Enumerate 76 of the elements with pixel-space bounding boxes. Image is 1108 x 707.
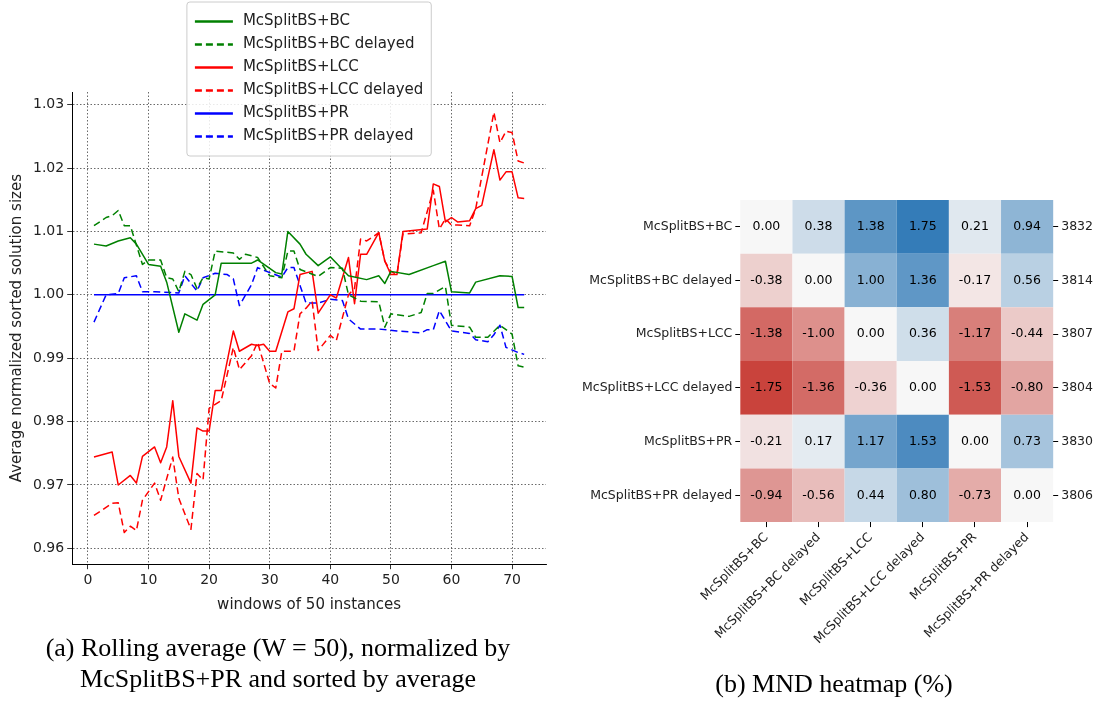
- y-tick-label: McSplitBS+BC delayed: [589, 271, 733, 287]
- data-label: 0.80: [908, 486, 937, 502]
- data-label: 1.53: [908, 432, 937, 448]
- data-label: -0.44: [1010, 325, 1044, 341]
- y2-tick-label: 3806: [1061, 486, 1094, 502]
- line-series: [93, 209, 525, 368]
- data-label: 1.36: [908, 271, 937, 287]
- y-tick-label: McSplitBS+LCC: [635, 325, 733, 341]
- y-tick-label: 0.98: [33, 412, 65, 429]
- data-label: 1.38: [856, 218, 885, 234]
- y-tick-label: 1.02: [33, 158, 65, 175]
- data-label: 0.94: [1013, 218, 1042, 234]
- data-label: -1.38: [750, 325, 783, 341]
- legend-label: McSplitBS+BC delayed: [242, 34, 415, 53]
- data-label: 0.00: [961, 432, 989, 448]
- y2-tick-label: 3807: [1061, 325, 1093, 341]
- data-label: 0.00: [804, 271, 833, 287]
- y-tick-label: 0.96: [33, 538, 65, 555]
- data-label: -1.36: [802, 379, 835, 395]
- y2-tick-label: 3830: [1061, 432, 1094, 448]
- x-tick-label: 40: [321, 571, 340, 588]
- data-label: -0.73: [958, 486, 992, 502]
- data-label: 1.00: [856, 271, 885, 287]
- data-label: -0.21: [750, 432, 783, 448]
- x-tick-label: 10: [139, 571, 158, 588]
- x-tick-label: 30: [260, 571, 279, 588]
- data-label: 0.38: [804, 218, 833, 234]
- y-tick-label: McSplitBS+BC: [643, 218, 733, 234]
- x-tick-label: 0: [83, 571, 93, 588]
- y2-tick-label: 3814: [1061, 271, 1094, 287]
- data-label: -0.17: [958, 271, 992, 287]
- data-label: 0.56: [1013, 271, 1042, 287]
- legend-label: McSplitBS+PR delayed: [242, 126, 414, 145]
- x-axis-title: windows of 50 instances: [217, 594, 402, 613]
- x-tick-label: 60: [442, 571, 461, 588]
- data-label: 0.00: [908, 379, 937, 395]
- data-label: 0.17: [804, 432, 833, 448]
- data-label: 0.21: [961, 218, 989, 234]
- y-tick-label: McSplitBS+PR delayed: [590, 486, 733, 502]
- data-label: 0.00: [856, 325, 885, 341]
- legend-label: McSplitBS+BC: [242, 11, 350, 30]
- data-label: 0.73: [1013, 432, 1042, 448]
- data-label: -0.56: [802, 486, 835, 502]
- y-tick-label: 0.99: [33, 348, 65, 365]
- legend-label: McSplitBS+LCC delayed: [242, 80, 424, 99]
- y-tick-label: 0.97: [33, 475, 65, 492]
- data-label: 0.00: [1013, 486, 1042, 502]
- data-label: -1.53: [958, 379, 992, 395]
- legend-label: McSplitBS+PR: [242, 103, 349, 122]
- y-tick-label: McSplitBS+PR: [643, 432, 733, 448]
- x-tick-label: 20: [200, 571, 219, 588]
- data-label: -1.00: [802, 325, 835, 341]
- y-tick-label: McSplitBS+LCC delayed: [582, 379, 733, 395]
- y-axis-title: Average normalized sorted solution sizes: [6, 173, 25, 483]
- data-label: 1.17: [856, 432, 885, 448]
- x-tick-label: 70: [503, 571, 521, 588]
- x-tick-label: 50: [381, 571, 400, 588]
- y-tick-label: 1.00: [33, 285, 65, 302]
- y-tick-label: 1.01: [33, 222, 65, 239]
- y2-tick-label: 3804: [1061, 379, 1094, 395]
- legend-label: McSplitBS+LCC: [242, 57, 359, 76]
- data-label: 1.75: [908, 218, 937, 234]
- data-label: 0.00: [752, 218, 781, 234]
- data-label: -0.94: [750, 486, 783, 502]
- text: (b) MND heatmap (%): [714, 668, 954, 699]
- y-tick-label: 1.03: [33, 95, 65, 112]
- data-label: -0.80: [1010, 379, 1044, 395]
- data-label: 0.36: [908, 325, 937, 341]
- y2-tick-label: 3832: [1061, 218, 1093, 234]
- data-label: -1.75: [750, 379, 783, 395]
- line-series: [93, 266, 525, 356]
- data-label: -0.38: [750, 271, 783, 287]
- text: (a) Rolling average (W = 50), normalized by McSplitBS+PR and sorted by average: [44, 632, 512, 694]
- data-label: 0.44: [856, 486, 885, 502]
- data-label: -0.36: [854, 379, 887, 395]
- data-label: -1.17: [958, 325, 992, 341]
